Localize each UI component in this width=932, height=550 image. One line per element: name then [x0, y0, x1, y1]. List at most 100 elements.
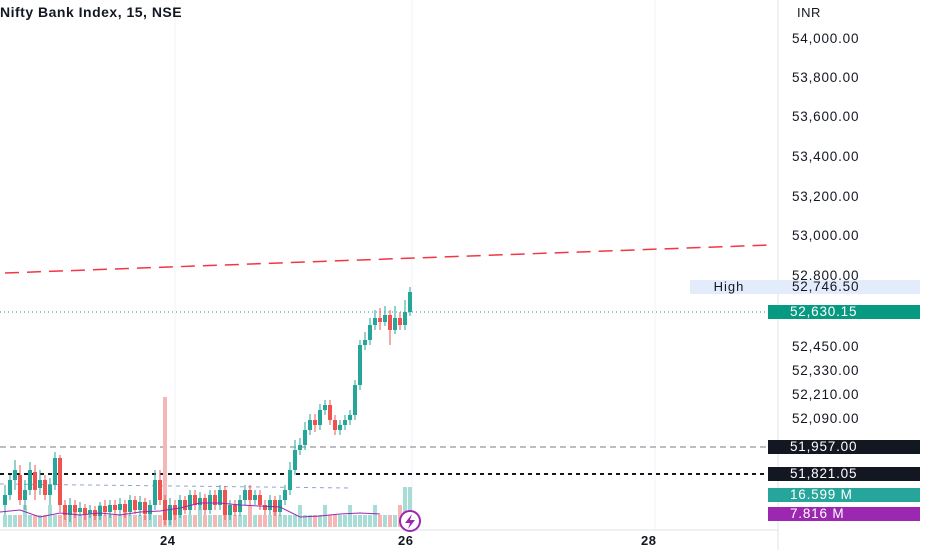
price-tick: 53,200.00 — [792, 189, 860, 204]
volume-bar — [203, 515, 207, 527]
volume-bar — [198, 505, 202, 527]
candle-body — [48, 485, 52, 495]
volume-bar — [33, 515, 37, 527]
volume-bar — [213, 515, 217, 527]
chart-title: Nifty Bank Index, 15, NSE — [0, 4, 183, 20]
candle-body — [393, 318, 397, 330]
candle-body — [188, 495, 192, 510]
volume-bar — [93, 515, 97, 527]
volume-bar — [43, 515, 47, 527]
volume-bar — [303, 515, 307, 527]
candle-body — [73, 505, 77, 512]
candle-body — [18, 475, 22, 500]
candle-body — [263, 505, 267, 510]
volume-bar — [393, 515, 397, 527]
candle-body — [223, 490, 227, 515]
time-tick: 24 — [160, 533, 176, 548]
volume-bar — [8, 515, 12, 527]
volume-bar — [388, 515, 392, 527]
candle-body — [193, 495, 197, 505]
volume-bar — [153, 515, 157, 527]
level-2-badge[interactable]: 51,821.05 — [790, 466, 858, 481]
candle-body — [103, 506, 107, 512]
volume-bar — [208, 515, 212, 527]
volume-bar — [193, 515, 197, 527]
candle-body — [363, 340, 367, 345]
volume-bar — [348, 505, 352, 527]
candle-body — [38, 480, 42, 488]
candle-body — [98, 506, 102, 516]
candle-body — [238, 500, 242, 512]
time-tick: 26 — [398, 533, 414, 548]
candle-body — [408, 292, 412, 312]
volume-bar — [238, 515, 242, 527]
candle-body — [273, 500, 277, 512]
volume-bar — [128, 515, 132, 527]
last-price-badge-bg — [768, 305, 920, 319]
time-tick: 28 — [641, 533, 657, 548]
candle-body — [403, 312, 407, 325]
candle-body — [293, 450, 297, 470]
candle-body — [333, 420, 337, 430]
volume-bar — [338, 515, 342, 527]
candle-body — [378, 318, 382, 322]
volume-bar — [363, 515, 367, 527]
volume-bar — [113, 515, 117, 527]
volume-bar — [368, 515, 372, 527]
high-label: High — [690, 280, 768, 294]
candle-body — [383, 315, 387, 322]
candle-body — [183, 500, 187, 510]
candlesticks — [3, 287, 412, 525]
candle-body — [203, 498, 207, 510]
volume-bar — [283, 515, 287, 527]
price-tick: 53,800.00 — [792, 70, 860, 85]
candle-body — [283, 490, 287, 500]
volume-bar — [83, 515, 87, 527]
volume-bar — [253, 515, 257, 527]
candle-body — [308, 420, 312, 430]
candle-body — [133, 500, 137, 510]
volume-bar — [343, 515, 347, 527]
currency-label: INR — [797, 5, 821, 20]
candle-body — [168, 505, 172, 520]
volume-bar — [278, 515, 282, 527]
lightning-icon[interactable] — [399, 510, 421, 532]
volume-bar — [373, 505, 377, 527]
candle-body — [248, 490, 252, 500]
candle-body — [303, 430, 307, 445]
level-1-badge[interactable]: 51,957.00 — [790, 439, 858, 454]
candle-body — [373, 318, 377, 325]
candle-body — [28, 470, 32, 490]
candle-body — [218, 490, 222, 505]
volume-bar — [263, 515, 267, 527]
volume-bar — [228, 515, 232, 527]
candle-body — [338, 425, 342, 430]
volume-bar — [158, 515, 162, 527]
volume-bar — [78, 515, 82, 527]
candle-body — [3, 495, 7, 505]
volume-bar — [103, 515, 107, 527]
high-value: 52,746.50 — [768, 280, 920, 294]
volume-bar — [288, 515, 292, 527]
trendline[interactable] — [4, 244, 771, 274]
last-price-badge: 52,630.15 — [790, 304, 858, 319]
candle-body — [158, 480, 162, 500]
price-tick: 52,450.00 — [792, 339, 860, 354]
candle-body — [343, 420, 347, 425]
candle-body — [198, 498, 202, 505]
candle-body — [228, 505, 232, 515]
candle-body — [153, 480, 157, 505]
volume-bar — [353, 515, 357, 527]
candle-body — [113, 505, 117, 510]
volume-bar — [48, 505, 52, 527]
candle-body — [258, 495, 262, 505]
candle-body — [368, 325, 372, 340]
volume-bar — [308, 515, 312, 527]
volume-bar — [243, 515, 247, 527]
price-tick: 52,800.00 — [792, 268, 860, 283]
volume-badge: 16.599 M — [790, 487, 853, 502]
volume-bar — [378, 515, 382, 527]
candle-body — [88, 510, 92, 514]
volume-bar — [23, 505, 27, 527]
